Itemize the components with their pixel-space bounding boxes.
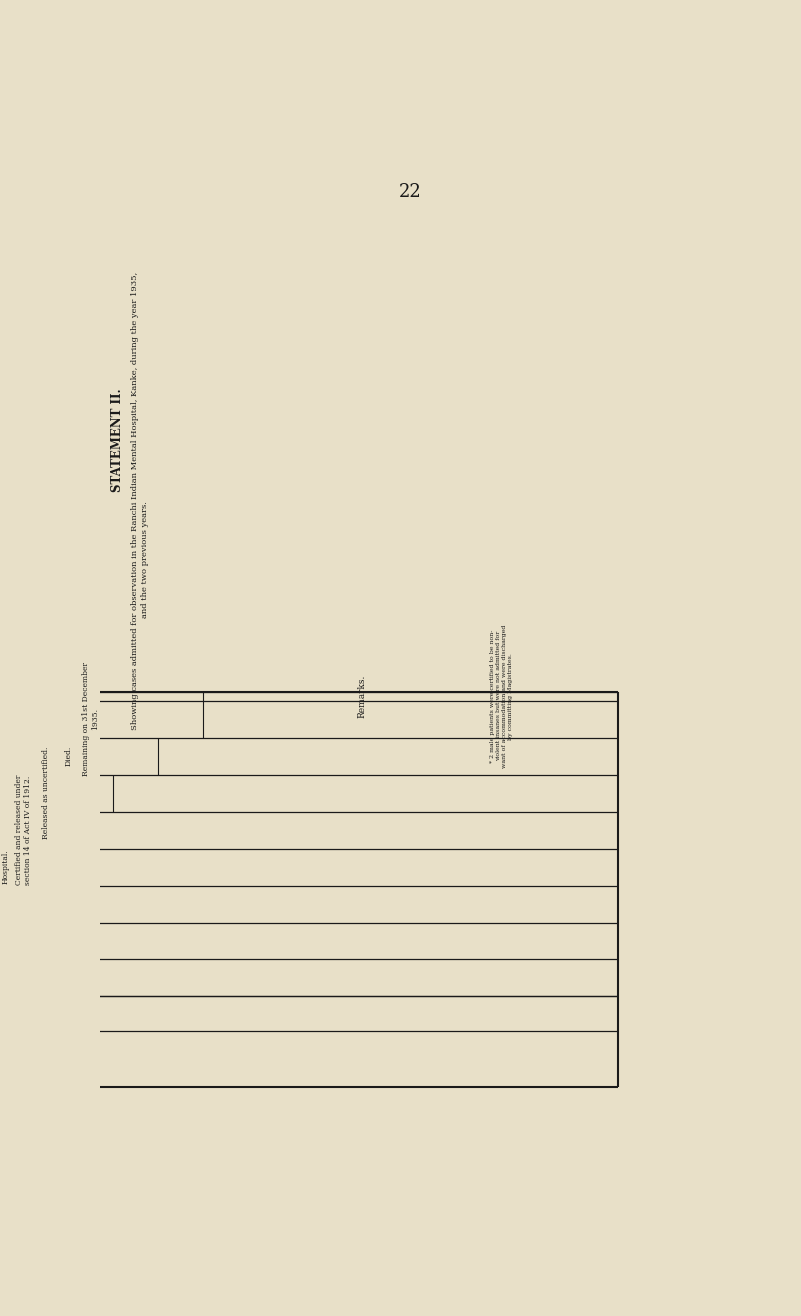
Text: Remarks.: Remarks. bbox=[357, 675, 367, 717]
Text: Showing cases admitted for observation in the Ranchi Indian Mental Hospital, Kan: Showing cases admitted for observation i… bbox=[131, 272, 139, 730]
Text: STATEMENT II.: STATEMENT II. bbox=[111, 388, 123, 492]
Text: Certified and admitted into the
Hospital.: Certified and admitted into the Hospital… bbox=[0, 808, 10, 926]
Text: and the two previous years.: and the two previous years. bbox=[141, 500, 149, 617]
Text: * 2 male patients were certified to be non-
violent insanes but were not admitte: * 2 male patients were certified to be n… bbox=[490, 625, 513, 767]
Text: Died.: Died. bbox=[64, 746, 72, 766]
Text: Remaining on 31st December
1935.: Remaining on 31st December 1935. bbox=[83, 662, 99, 776]
Text: Released as uncertified.: Released as uncertified. bbox=[42, 747, 50, 840]
Text: Certified and released under
section 14 of Act IV of 1912.: Certified and released under section 14 … bbox=[14, 775, 32, 886]
Text: 22: 22 bbox=[399, 183, 421, 201]
